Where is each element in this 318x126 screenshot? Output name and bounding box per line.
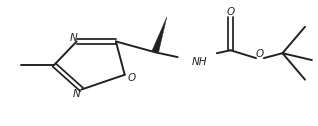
Text: O: O (128, 73, 135, 83)
Text: O: O (256, 49, 264, 59)
Text: O: O (226, 7, 235, 17)
Text: N: N (73, 89, 80, 99)
Polygon shape (152, 17, 167, 53)
Text: NH: NH (191, 57, 207, 67)
Text: N: N (70, 33, 78, 42)
